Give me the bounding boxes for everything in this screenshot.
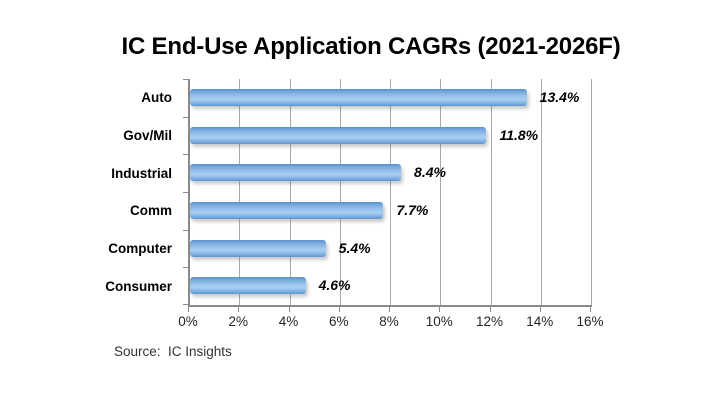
gridline	[289, 79, 291, 305]
bar-gov-mil	[190, 126, 487, 144]
category-label: Comm	[129, 203, 172, 219]
bar-computer	[190, 239, 326, 257]
value-label: 5.4%	[338, 239, 371, 256]
value-label: 8.4%	[414, 164, 446, 181]
bar-row: 4.6%	[190, 267, 592, 305]
chart-title: IC End-Use Application CAGRs (2021-2026F…	[121, 33, 621, 60]
x-axis-label: 2%	[228, 314, 249, 329]
x-axis-tick	[389, 307, 390, 312]
x-axis-label: 8%	[379, 314, 399, 329]
value-label: 11.8%	[499, 126, 539, 143]
bar-row: 5.4%	[190, 230, 592, 268]
x-axis-tick	[188, 307, 189, 312]
x-axis-label: 14%	[526, 314, 554, 329]
gridline	[591, 79, 592, 305]
y-axis-tick	[183, 192, 188, 193]
x-axis-tick	[439, 307, 441, 312]
category-label: Gov/Mil	[123, 127, 172, 143]
x-axis-tick	[489, 307, 491, 312]
gridline	[339, 79, 341, 305]
x-axis-label: 6%	[328, 314, 349, 329]
gridline	[490, 79, 492, 305]
y-axis-tick	[183, 79, 188, 80]
y-axis-tick	[183, 304, 188, 305]
bar-comm	[190, 202, 384, 219]
x-axis-tick	[539, 307, 541, 312]
gridline	[390, 79, 391, 305]
x-axis-tick	[590, 307, 591, 312]
x-axis-tick	[238, 307, 240, 312]
gridline	[239, 79, 241, 305]
bar-consumer	[190, 277, 306, 295]
x-axis-label: 16%	[576, 314, 604, 329]
gridline	[440, 79, 442, 305]
y-axis-category-labels: Auto Gov/Mil Industrial Comm Computer Consume…	[0, 79, 172, 305]
bar-row: 8.4%	[190, 154, 592, 192]
bar-row: 13.4%	[190, 79, 592, 117]
gridline	[540, 79, 542, 305]
bar-row: 11.8%	[190, 117, 592, 155]
y-axis-tick	[183, 154, 188, 156]
y-axis-tick	[183, 116, 188, 118]
value-label: 4.6%	[318, 277, 351, 294]
category-label: Auto	[141, 90, 172, 106]
category-label: Industrial	[111, 165, 172, 181]
category-label: Computer	[108, 240, 172, 256]
bar-row: 7.7%	[190, 192, 592, 230]
y-axis-tick	[183, 229, 188, 231]
y-axis-tick	[183, 267, 188, 269]
bar-auto	[190, 89, 527, 106]
category-label: Consumer	[105, 278, 172, 294]
x-axis-label: 0%	[178, 314, 198, 329]
source-note: Source: IC Insights	[114, 344, 232, 359]
value-label: 7.7%	[396, 202, 429, 218]
x-axis-tick	[338, 307, 340, 312]
value-label: 13.4%	[539, 89, 580, 105]
x-axis-tick	[288, 307, 290, 312]
x-axis-label: 4%	[278, 314, 299, 329]
plot-area: 13.4% 11.8% 8.4% 7.7% 5.4% 4.6%	[183, 79, 592, 307]
x-axis-label: 10%	[425, 314, 453, 329]
x-axis-label: 12%	[475, 314, 504, 329]
bar-industrial	[190, 164, 402, 182]
